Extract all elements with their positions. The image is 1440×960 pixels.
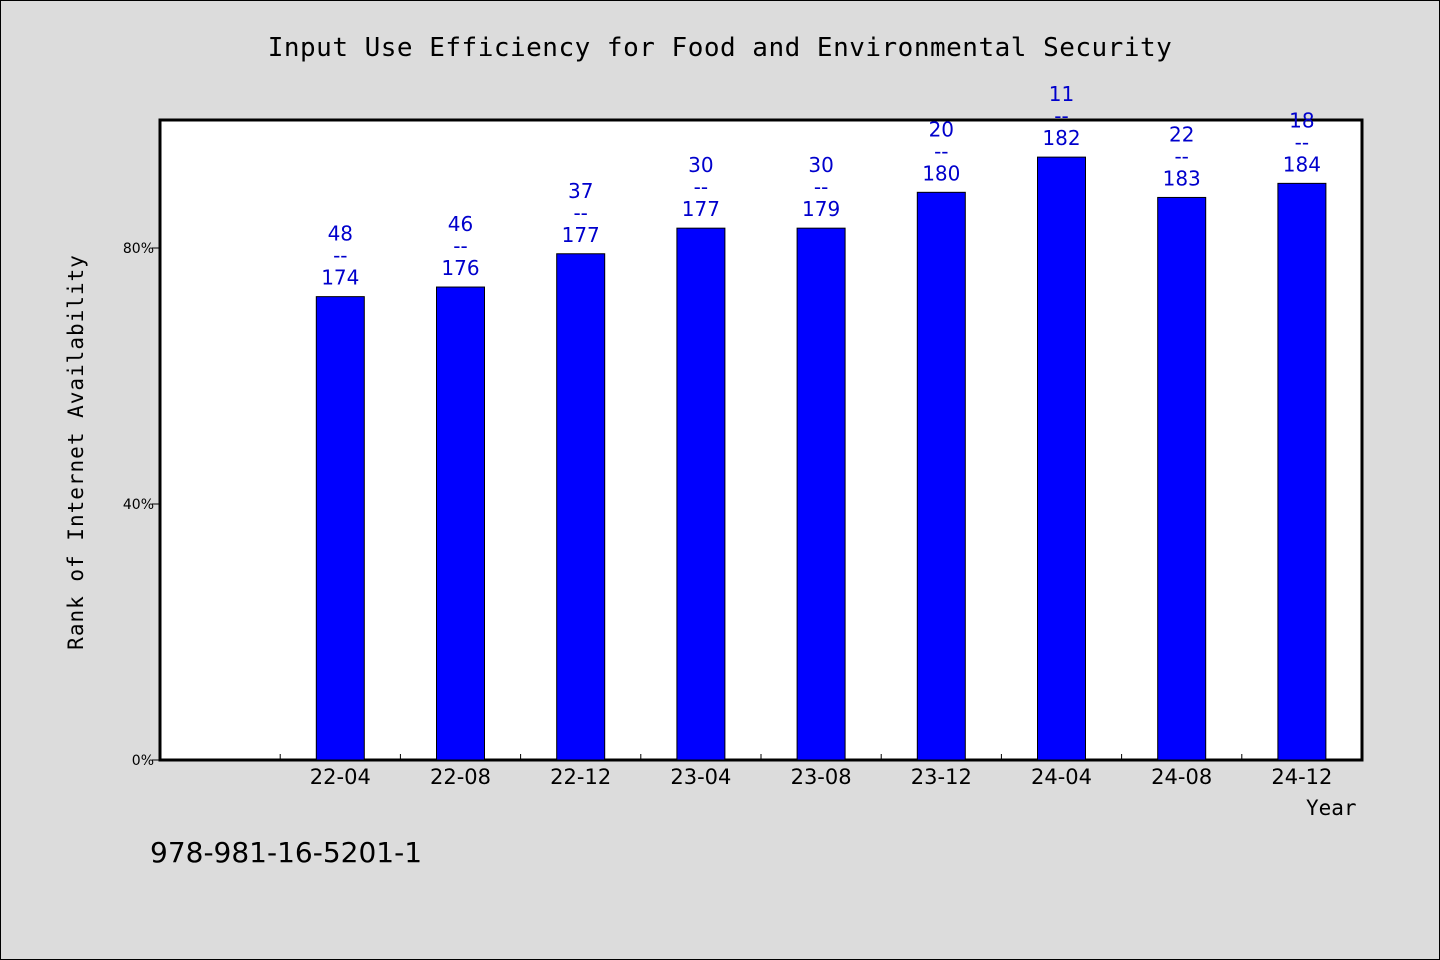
bar-data-label: -- xyxy=(1054,104,1068,128)
bar xyxy=(556,253,606,761)
bar-data-label: 180 xyxy=(922,161,960,185)
x-axis-ticks: 22-04 22-08 22-12 23-04 23-08 23-12 24-04 24-08… xyxy=(279,754,1332,789)
x-tick-label: 22-08 xyxy=(430,765,491,789)
x-tick-label: 23-04 xyxy=(670,765,731,789)
bar-data-label: 20 xyxy=(929,117,954,141)
bar-data-label: 183 xyxy=(1163,166,1201,190)
y-tick-label: 40% xyxy=(123,497,154,513)
bar xyxy=(1037,156,1086,761)
x-axis-label: Year xyxy=(1306,796,1357,820)
bar-data-label: -- xyxy=(814,175,828,199)
bar-data-label: -- xyxy=(453,234,467,258)
x-tick-label: 23-08 xyxy=(791,765,852,789)
bar xyxy=(1157,196,1207,761)
x-tick-label: 24-12 xyxy=(1271,765,1332,789)
bar-data-label: -- xyxy=(1174,144,1188,168)
bar xyxy=(436,286,485,761)
x-tick-label: 24-04 xyxy=(1031,765,1092,789)
bar xyxy=(1277,182,1327,761)
chart-title: Input Use Efficiency for Food and Enviro… xyxy=(267,33,1173,63)
bar-data-label: -- xyxy=(1295,130,1309,154)
bar-data-label: 48 xyxy=(328,222,353,246)
bar-data-label: -- xyxy=(934,139,948,163)
bar xyxy=(676,227,726,761)
bar-data-label: 18 xyxy=(1289,108,1314,132)
bars xyxy=(315,156,1327,761)
bar xyxy=(315,296,365,761)
bar-data-label: 177 xyxy=(682,197,720,221)
bar-data-label: 11 xyxy=(1049,82,1074,106)
bar-data-label: 179 xyxy=(802,197,840,221)
bar xyxy=(796,227,846,761)
y-tick-label: 0% xyxy=(132,753,154,769)
bar-data-label: 46 xyxy=(448,212,473,236)
bar-data-label: 174 xyxy=(321,266,359,290)
y-tick-label: 80% xyxy=(123,241,154,257)
bar-data-label: 30 xyxy=(688,153,713,177)
bar-data-label: 22 xyxy=(1169,122,1194,146)
bar-data-label: 176 xyxy=(441,256,479,280)
x-tick-label: 23-12 xyxy=(911,765,972,789)
data-labels: 48--17446--17637--17730--17730--17920--1… xyxy=(321,82,1321,290)
bar-data-label: -- xyxy=(694,175,708,199)
bar-data-label: 177 xyxy=(562,223,600,247)
x-tick-label: 24-08 xyxy=(1151,765,1212,789)
bar xyxy=(916,191,966,761)
bar-data-label: -- xyxy=(333,244,347,268)
bar-data-label: -- xyxy=(573,201,587,225)
bar-data-label: 37 xyxy=(568,179,593,203)
bar-data-label: 184 xyxy=(1283,152,1321,176)
y-axis-ticks: 0% 40% 80% xyxy=(123,241,160,769)
bar-data-label: 30 xyxy=(808,153,833,177)
x-tick-label: 22-12 xyxy=(550,765,611,789)
bar-data-label: 182 xyxy=(1042,126,1080,150)
x-tick-label: 22-04 xyxy=(310,765,371,789)
footer-identifier: 978-981-16-5201-1 xyxy=(150,836,423,869)
